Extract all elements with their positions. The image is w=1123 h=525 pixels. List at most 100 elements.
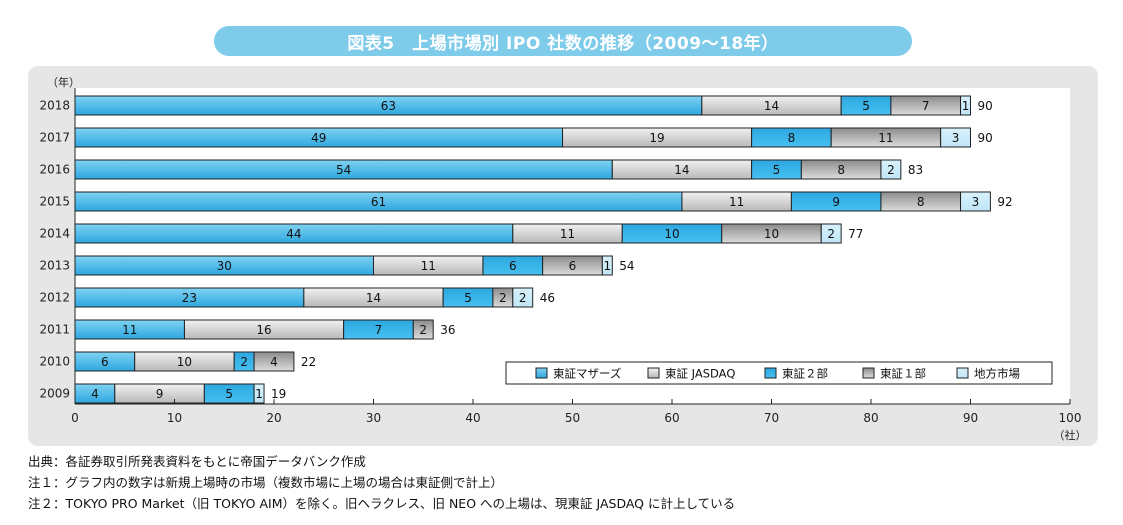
segment-value-label: 2 bbox=[240, 355, 248, 369]
bar-total-label: 92 bbox=[997, 195, 1012, 209]
segment-value-label: 11 bbox=[878, 131, 893, 145]
segment-value-label: 9 bbox=[832, 195, 840, 209]
legend-label-local: 地方市場 bbox=[974, 367, 1020, 381]
x-tick-label: 10 bbox=[167, 411, 182, 425]
segment-value-label: 2 bbox=[887, 163, 895, 177]
bar-total-label: 77 bbox=[848, 227, 863, 241]
x-tick-label: 70 bbox=[764, 411, 779, 425]
legend-label-tse1: 東証１部 bbox=[880, 367, 926, 381]
legend-swatch-mothers bbox=[535, 367, 548, 379]
segment-value-label: 11 bbox=[729, 195, 744, 209]
bar-segment-local bbox=[820, 223, 842, 244]
segment-value-label: 5 bbox=[464, 291, 472, 305]
year-label: 2013 bbox=[39, 259, 70, 273]
bar-total-label: 83 bbox=[908, 163, 923, 177]
segment-value-label: 6 bbox=[569, 259, 577, 273]
year-label: 2012 bbox=[39, 291, 70, 305]
chart-title: 図表5 上場市場別 IPO 社数の推移（2009〜18年） bbox=[347, 33, 779, 54]
segment-value-label: 10 bbox=[764, 227, 779, 241]
segment-value-label: 11 bbox=[421, 259, 436, 273]
segment-value-label: 2 bbox=[519, 291, 527, 305]
x-tick-label: 90 bbox=[963, 411, 978, 425]
x-tick-label: 40 bbox=[465, 411, 480, 425]
segment-value-label: 11 bbox=[560, 227, 575, 241]
segment-value-label: 23 bbox=[182, 291, 197, 305]
bar-total-label: 46 bbox=[540, 291, 555, 305]
bar-segment-local bbox=[960, 191, 991, 212]
segment-value-label: 3 bbox=[972, 195, 980, 209]
segment-value-label: 14 bbox=[366, 291, 381, 305]
year-label: 2011 bbox=[39, 323, 70, 337]
bar-segment-tse1 bbox=[253, 351, 295, 372]
bar-segment-local bbox=[940, 127, 972, 148]
bar-total-label: 54 bbox=[619, 259, 634, 273]
year-label: 2014 bbox=[39, 227, 70, 241]
segment-value-label: 2 bbox=[827, 227, 835, 241]
x-tick-label: 50 bbox=[565, 411, 580, 425]
note-1: 注１：グラフ内の数字は新規上場時の市場（複数市場に上場の場合は東証側で計上） bbox=[28, 475, 504, 490]
segment-value-label: 63 bbox=[381, 99, 396, 113]
legend-swatch-tse2 bbox=[764, 367, 777, 379]
segment-value-label: 8 bbox=[788, 131, 796, 145]
year-label: 2015 bbox=[39, 195, 70, 209]
year-label: 2017 bbox=[39, 131, 70, 145]
source-note: 出典：各証券取引所発表資料をもとに帝国データバンク作成 bbox=[28, 454, 366, 469]
year-label: 2009 bbox=[39, 387, 70, 401]
segment-value-label: 6 bbox=[101, 355, 109, 369]
segment-value-label: 54 bbox=[336, 163, 351, 177]
segment-value-label: 9 bbox=[156, 387, 164, 401]
segment-value-label: 10 bbox=[664, 227, 679, 241]
segment-value-label: 10 bbox=[177, 355, 192, 369]
segment-value-label: 16 bbox=[256, 323, 271, 337]
year-label: 2010 bbox=[39, 355, 70, 369]
year-label: 2016 bbox=[39, 163, 70, 177]
x-tick-label: 30 bbox=[366, 411, 381, 425]
bar-total-label: 90 bbox=[978, 131, 993, 145]
segment-value-label: 4 bbox=[270, 355, 278, 369]
year-label: 2018 bbox=[39, 99, 70, 113]
legend-label-mothers: 東証マザーズ bbox=[553, 367, 621, 381]
segment-value-label: 7 bbox=[922, 99, 930, 113]
segment-value-label: 5 bbox=[773, 163, 781, 177]
segment-value-label: 2 bbox=[499, 291, 507, 305]
bar-total-label: 36 bbox=[440, 323, 455, 337]
x-tick-label: 80 bbox=[863, 411, 878, 425]
segment-value-label: 44 bbox=[286, 227, 301, 241]
bar-segment-local bbox=[601, 255, 613, 276]
note-2: 注２：TOKYO PRO Market（旧 TOKYO AIM）を除く。旧ヘラク… bbox=[28, 496, 736, 511]
segment-value-label: 61 bbox=[371, 195, 386, 209]
bar-total-label: 19 bbox=[271, 387, 286, 401]
segment-value-label: 14 bbox=[674, 163, 689, 177]
y-axis-label: （年） bbox=[47, 75, 80, 89]
segment-value-label: 1 bbox=[604, 259, 612, 273]
bar-segment-local bbox=[512, 287, 534, 308]
segment-value-label: 19 bbox=[649, 131, 664, 145]
legend-swatch-jasdaq bbox=[647, 367, 660, 379]
bar-segment-local bbox=[880, 159, 902, 180]
bar-segment-local bbox=[253, 383, 265, 404]
bar-segment-local bbox=[960, 95, 971, 116]
legend-swatch-tse1 bbox=[862, 367, 875, 379]
segment-value-label: 1 bbox=[962, 99, 970, 113]
bar-segment-tse1 bbox=[412, 319, 434, 340]
footnotes: 出典：各証券取引所発表資料をもとに帝国データバンク作成 注１：グラフ内の数字は新… bbox=[28, 451, 735, 514]
bar-total-label: 22 bbox=[301, 355, 316, 369]
chart-title-banner: 図表5 上場市場別 IPO 社数の推移（2009〜18年） bbox=[214, 26, 912, 56]
segment-value-label: 4 bbox=[91, 387, 99, 401]
segment-value-label: 30 bbox=[217, 259, 232, 273]
x-axis-unit-label: （社） bbox=[1054, 428, 1087, 442]
segment-value-label: 7 bbox=[375, 323, 383, 337]
legend-label-tse2: 東証２部 bbox=[782, 367, 828, 381]
segment-value-label: 5 bbox=[862, 99, 870, 113]
bar-total-label: 90 bbox=[978, 99, 993, 113]
segment-value-label: 2 bbox=[419, 323, 427, 337]
segment-value-label: 11 bbox=[122, 323, 137, 337]
segment-value-label: 14 bbox=[764, 99, 779, 113]
x-tick-label: 60 bbox=[664, 411, 679, 425]
segment-value-label: 6 bbox=[509, 259, 517, 273]
x-tick-label: 0 bbox=[71, 411, 79, 425]
legend-box bbox=[505, 361, 1053, 385]
legend-swatch-local bbox=[956, 367, 969, 379]
segment-value-label: 1 bbox=[255, 387, 263, 401]
